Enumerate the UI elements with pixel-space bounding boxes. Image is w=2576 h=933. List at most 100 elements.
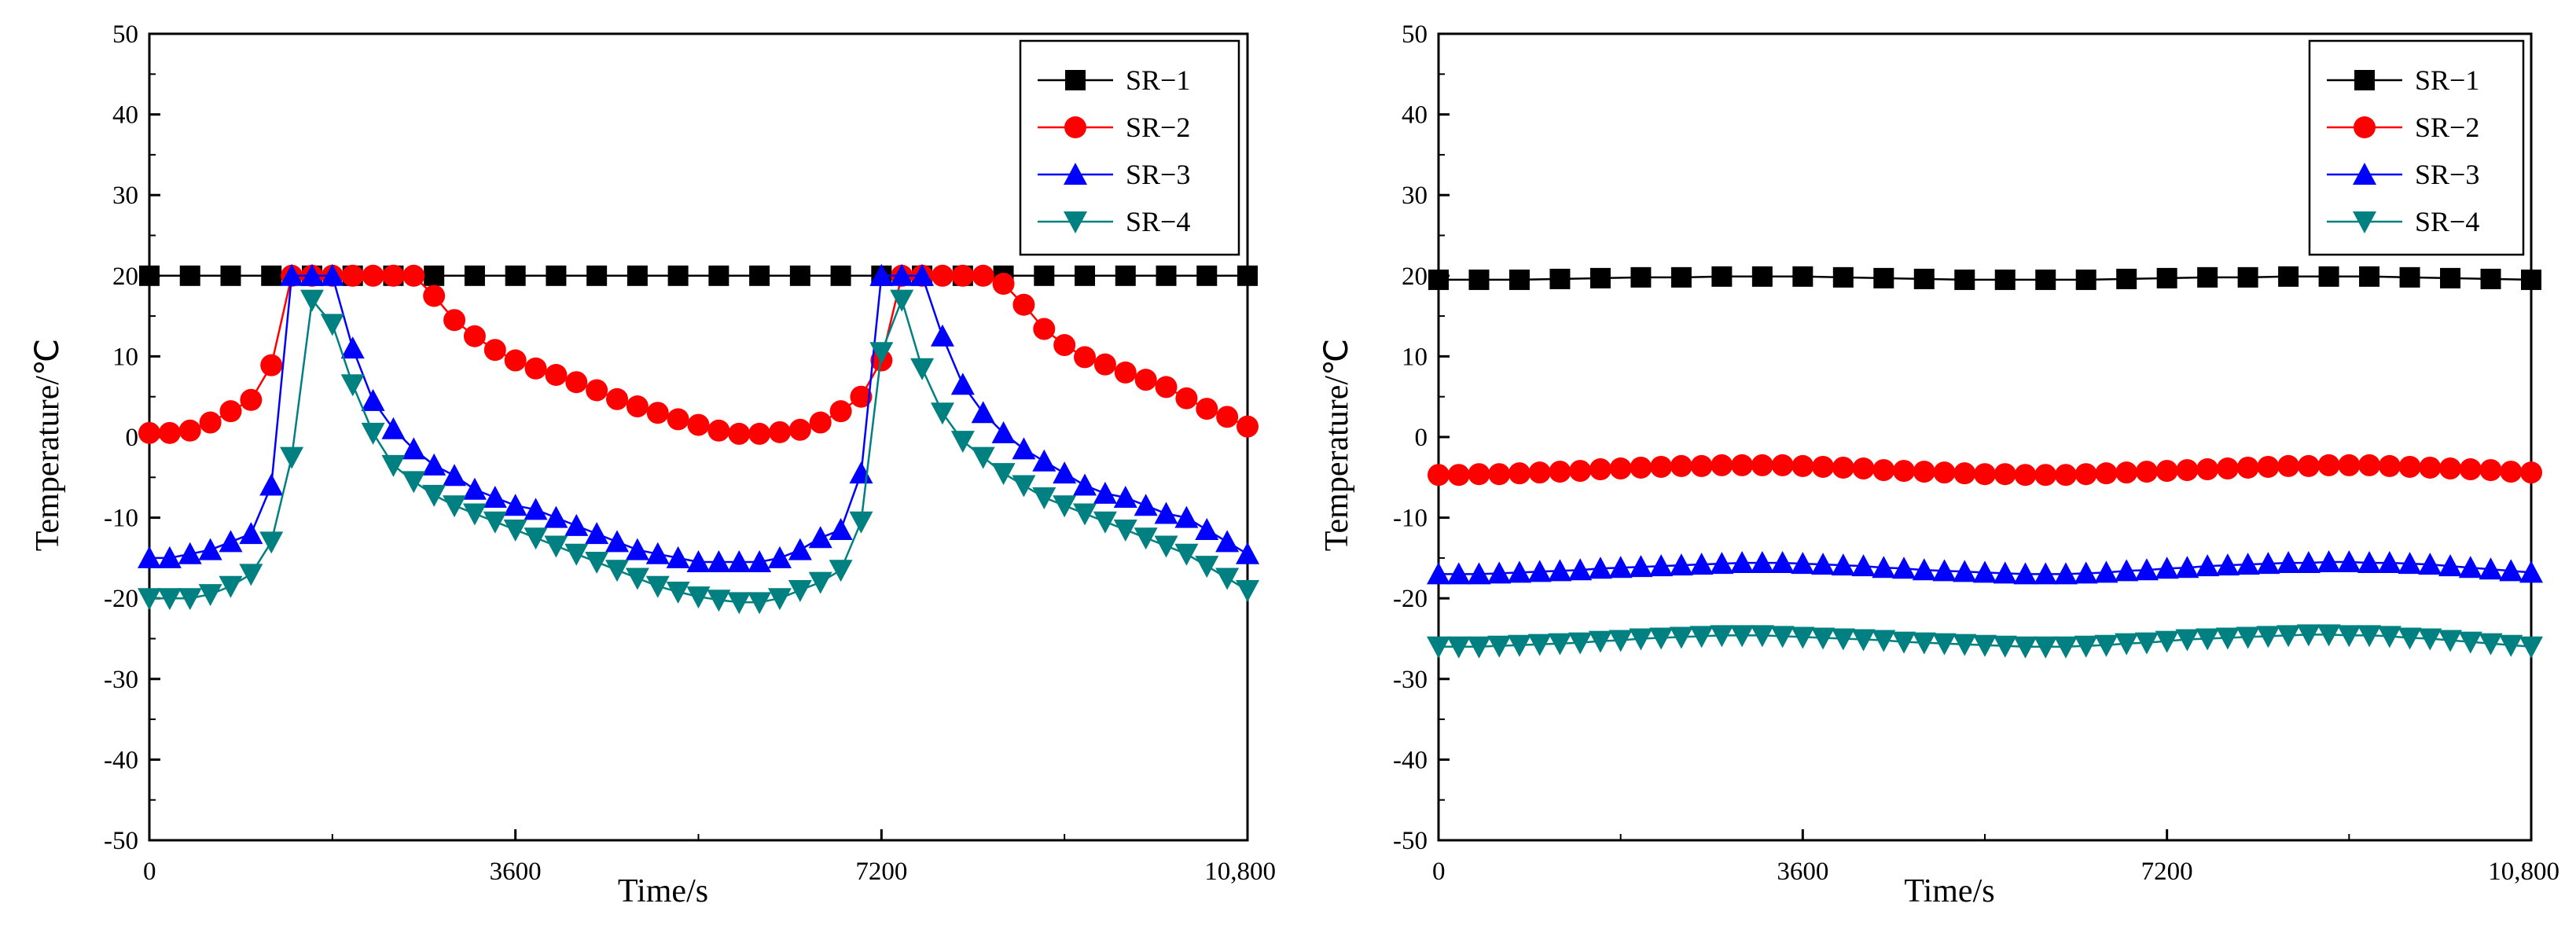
data-point bbox=[991, 421, 1016, 443]
data-point bbox=[768, 421, 791, 443]
y-tick-label: 30 bbox=[1402, 182, 1428, 210]
data-point bbox=[1237, 265, 1258, 286]
data-point bbox=[2155, 630, 2179, 653]
data-point bbox=[1913, 461, 1935, 483]
data-point bbox=[1751, 454, 1773, 476]
data-point bbox=[1851, 629, 1876, 652]
data-point bbox=[2115, 559, 2139, 582]
y-tick-label: 50 bbox=[1402, 20, 1428, 49]
series-2 bbox=[138, 264, 1259, 445]
data-point bbox=[1589, 267, 1611, 288]
data-point bbox=[950, 373, 975, 395]
data-point bbox=[788, 538, 812, 560]
data-point bbox=[1195, 556, 1219, 579]
data-point bbox=[1032, 487, 1056, 509]
data-point bbox=[462, 503, 487, 526]
data-point bbox=[1093, 353, 1116, 376]
data-point bbox=[1073, 503, 1097, 526]
data-point bbox=[1012, 293, 1035, 316]
data-point bbox=[646, 402, 669, 424]
x-axis-title: Time/s bbox=[1904, 873, 1994, 909]
data-point bbox=[1428, 269, 1449, 290]
data-point bbox=[931, 264, 954, 287]
data-point bbox=[564, 543, 589, 566]
data-point bbox=[1711, 454, 1733, 476]
data-point bbox=[586, 265, 608, 286]
legend-marker bbox=[1065, 70, 1086, 90]
data-point bbox=[544, 505, 568, 528]
data-point bbox=[1548, 559, 1572, 582]
data-point bbox=[992, 273, 1015, 296]
data-point bbox=[2377, 551, 2401, 574]
series-4 bbox=[138, 289, 1259, 615]
data-point bbox=[423, 285, 446, 307]
data-point bbox=[1609, 457, 1632, 480]
x-tick-label: 10,800 bbox=[1204, 858, 1276, 886]
data-point bbox=[869, 342, 894, 365]
data-point bbox=[2458, 556, 2482, 579]
data-point bbox=[1791, 552, 1815, 575]
data-point bbox=[1588, 630, 1612, 653]
data-point bbox=[2418, 628, 2442, 651]
data-point bbox=[340, 374, 365, 397]
data-point bbox=[1669, 553, 1693, 576]
x-tick-label: 0 bbox=[143, 858, 156, 886]
data-point bbox=[483, 339, 506, 362]
y-tick-label: -50 bbox=[1393, 827, 1428, 855]
data-point bbox=[2297, 454, 2320, 477]
data-point bbox=[220, 265, 241, 286]
data-point bbox=[1873, 267, 1894, 288]
data-point bbox=[686, 550, 711, 573]
data-point bbox=[443, 495, 467, 518]
data-point bbox=[748, 550, 772, 573]
data-point bbox=[261, 265, 282, 286]
data-point bbox=[2035, 269, 2056, 290]
data-point bbox=[1770, 551, 1795, 574]
data-point bbox=[850, 385, 873, 408]
y-tick-label: -50 bbox=[104, 827, 138, 855]
data-point bbox=[2398, 455, 2421, 478]
data-point bbox=[402, 471, 426, 494]
data-point bbox=[1446, 562, 1471, 585]
data-point bbox=[402, 264, 425, 287]
data-point bbox=[361, 422, 385, 445]
data-point bbox=[2054, 464, 2077, 487]
data-point bbox=[157, 545, 182, 568]
data-point bbox=[219, 400, 242, 423]
data-point bbox=[625, 538, 649, 560]
data-point bbox=[1669, 626, 1693, 649]
data-point bbox=[1770, 626, 1795, 648]
x-tick-label: 7200 bbox=[855, 858, 907, 886]
y-axis-title: Temperature/℃ bbox=[30, 339, 66, 551]
data-point bbox=[1588, 556, 1612, 579]
data-point bbox=[2317, 454, 2340, 476]
legend-box bbox=[1019, 39, 1240, 256]
data-point bbox=[1953, 560, 1977, 582]
data-point bbox=[1549, 268, 1571, 289]
data-point bbox=[2479, 633, 2503, 656]
data-point bbox=[830, 265, 851, 286]
data-point bbox=[422, 453, 446, 476]
data-point bbox=[424, 265, 445, 286]
data-point bbox=[1033, 318, 1056, 340]
data-point bbox=[1831, 553, 1855, 576]
data-point bbox=[1892, 556, 1916, 579]
legend-label: SR−1 bbox=[2415, 64, 2479, 96]
data-point bbox=[1608, 556, 1633, 579]
data-point bbox=[1154, 501, 1178, 524]
data-point bbox=[239, 522, 263, 545]
data-point bbox=[2116, 268, 2137, 289]
data-point bbox=[1730, 551, 1755, 574]
legend-label: SR−3 bbox=[1126, 159, 1190, 190]
data-point bbox=[829, 400, 852, 423]
data-point bbox=[2014, 464, 2037, 487]
data-point bbox=[463, 325, 486, 347]
data-point bbox=[1630, 456, 1652, 479]
data-point bbox=[2317, 550, 2341, 573]
data-point bbox=[2256, 626, 2280, 648]
data-point bbox=[138, 588, 161, 611]
data-point bbox=[1953, 634, 1977, 656]
data-point bbox=[1912, 558, 1936, 581]
data-point bbox=[849, 461, 873, 484]
data-point bbox=[1113, 519, 1137, 542]
